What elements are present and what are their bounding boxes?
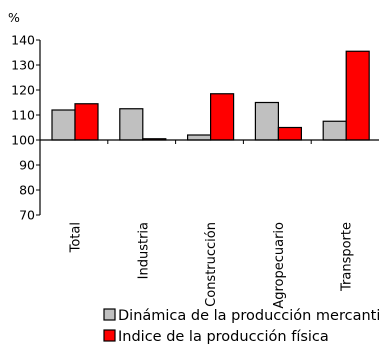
- y-axis-unit-label: %: [8, 10, 20, 25]
- legend-swatch: [103, 308, 116, 321]
- y-tick-label: 140: [11, 33, 35, 48]
- legend-label: Indice de la producción física: [118, 329, 329, 345]
- x-category-label: Transporte: [340, 222, 355, 292]
- x-category-label: Industria: [136, 222, 151, 279]
- legend-swatch: [103, 329, 116, 342]
- x-category-label: Construcción: [204, 222, 219, 307]
- bar-fisica: [210, 93, 235, 141]
- bar-mercantil: [51, 109, 76, 141]
- y-tick-label: 110: [11, 108, 35, 123]
- y-tick-label: 100: [11, 133, 35, 148]
- bar-fisica: [74, 103, 99, 141]
- bar-fisica: [277, 126, 302, 141]
- bar-mercantil: [119, 108, 144, 141]
- bar-fisica: [345, 50, 370, 141]
- bar-mercantil: [322, 120, 347, 141]
- x-category-label: Total: [69, 222, 84, 253]
- y-tick-label: 120: [11, 83, 35, 98]
- y-tick-label: 70: [19, 208, 35, 223]
- bar-mercantil: [187, 134, 212, 141]
- y-tick-label: 80: [19, 183, 35, 198]
- y-tick-label: 130: [11, 58, 35, 73]
- bar-mercantil: [254, 101, 279, 141]
- y-tick-label: 90: [19, 158, 35, 173]
- x-category-label: Agropecuario: [272, 222, 287, 309]
- legend-label: Dinámica de la producción mercantil: [118, 308, 379, 324]
